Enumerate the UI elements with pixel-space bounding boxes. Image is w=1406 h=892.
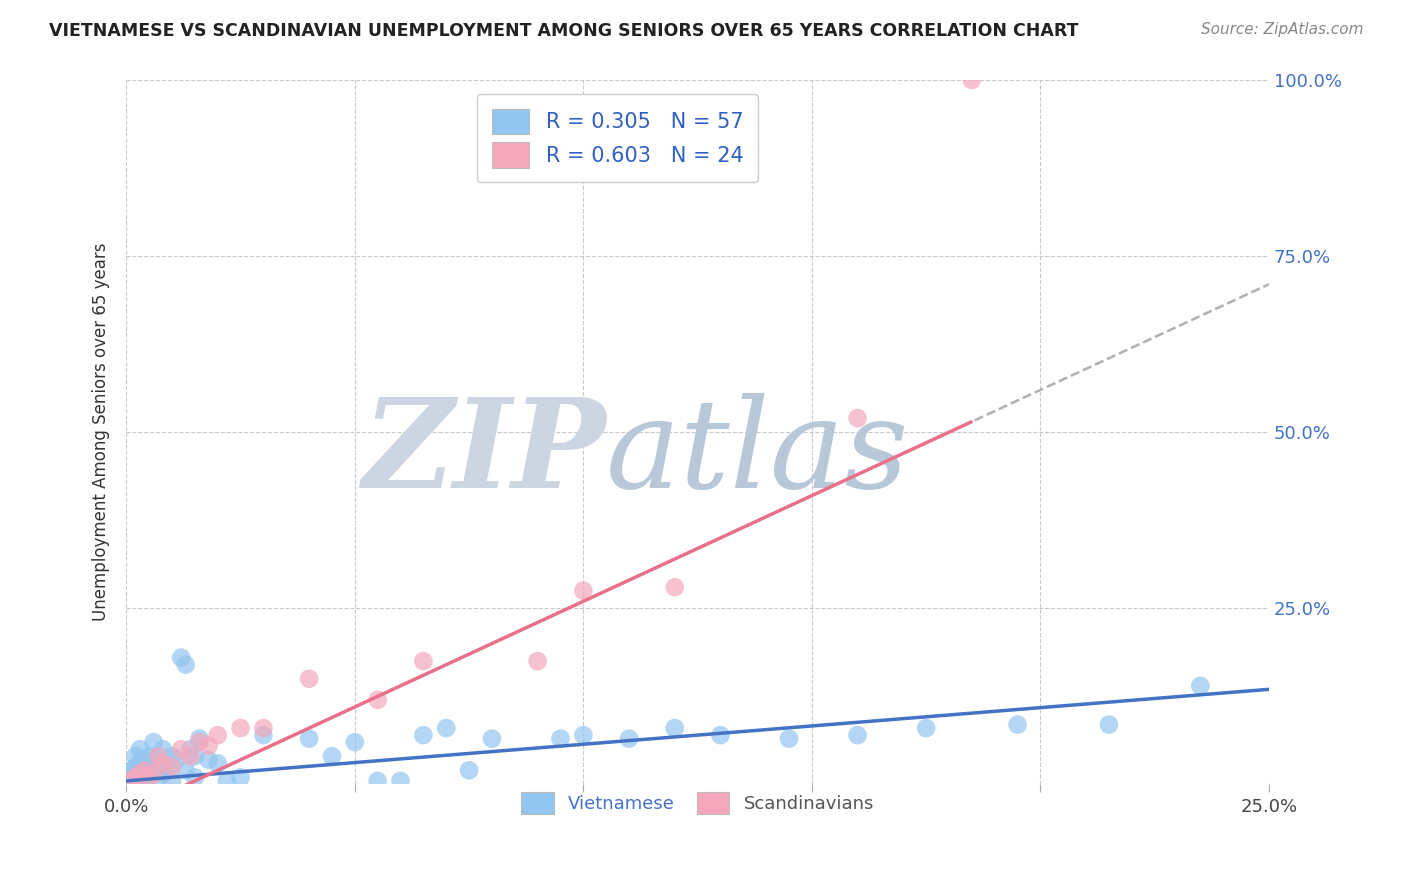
Point — [184, 749, 207, 764]
Point — [166, 753, 188, 767]
Point — [412, 728, 434, 742]
Point — [152, 756, 174, 771]
Point — [120, 771, 142, 785]
Point — [960, 73, 983, 87]
Point — [389, 773, 412, 788]
Point — [138, 764, 160, 778]
Point — [481, 731, 503, 746]
Point — [138, 749, 160, 764]
Point — [174, 657, 197, 672]
Point — [174, 764, 197, 778]
Point — [526, 654, 548, 668]
Point — [160, 760, 183, 774]
Point — [129, 771, 152, 785]
Point — [152, 742, 174, 756]
Point — [124, 760, 146, 774]
Point — [170, 742, 193, 756]
Point — [572, 728, 595, 742]
Point — [367, 773, 389, 788]
Point — [134, 764, 156, 778]
Point — [572, 583, 595, 598]
Point — [1189, 679, 1212, 693]
Point — [160, 749, 183, 764]
Legend: Vietnamese, Scandinavians: Vietnamese, Scandinavians — [510, 781, 884, 825]
Point — [229, 721, 252, 735]
Point — [846, 728, 869, 742]
Point — [134, 773, 156, 788]
Point — [129, 767, 152, 781]
Text: Source: ZipAtlas.com: Source: ZipAtlas.com — [1201, 22, 1364, 37]
Text: ZIP: ZIP — [363, 392, 606, 514]
Point — [915, 721, 938, 735]
Point — [1098, 717, 1121, 731]
Text: atlas: atlas — [606, 392, 910, 514]
Point — [550, 731, 572, 746]
Point — [229, 771, 252, 785]
Point — [252, 721, 274, 735]
Point — [846, 411, 869, 425]
Point — [124, 773, 146, 788]
Point — [148, 749, 170, 764]
Point — [138, 771, 160, 785]
Point — [207, 756, 229, 771]
Point — [124, 749, 146, 764]
Point — [215, 773, 238, 788]
Point — [343, 735, 366, 749]
Point — [148, 749, 170, 764]
Point — [170, 650, 193, 665]
Point — [1007, 717, 1029, 731]
Point — [458, 764, 481, 778]
Point — [617, 731, 640, 746]
Point — [160, 773, 183, 788]
Point — [179, 749, 201, 764]
Point — [664, 580, 686, 594]
Point — [129, 742, 152, 756]
Point — [142, 767, 165, 781]
Point — [179, 742, 201, 756]
Point — [129, 764, 152, 778]
Point — [709, 728, 731, 742]
Point — [207, 728, 229, 742]
Point — [298, 731, 321, 746]
Point — [188, 731, 211, 746]
Point — [138, 771, 160, 785]
Point — [664, 721, 686, 735]
Point — [778, 731, 800, 746]
Point — [142, 735, 165, 749]
Point — [321, 749, 343, 764]
Point — [412, 654, 434, 668]
Point — [252, 728, 274, 742]
Point — [124, 771, 146, 785]
Point — [120, 764, 142, 778]
Point — [148, 771, 170, 785]
Point — [197, 739, 219, 753]
Point — [197, 753, 219, 767]
Point — [134, 753, 156, 767]
Point — [129, 756, 152, 771]
Point — [152, 767, 174, 781]
Point — [184, 771, 207, 785]
Point — [142, 767, 165, 781]
Point — [434, 721, 457, 735]
Point — [156, 764, 179, 778]
Point — [298, 672, 321, 686]
Text: VIETNAMESE VS SCANDINAVIAN UNEMPLOYMENT AMONG SENIORS OVER 65 YEARS CORRELATION : VIETNAMESE VS SCANDINAVIAN UNEMPLOYMENT … — [49, 22, 1078, 40]
Point — [188, 735, 211, 749]
Point — [120, 773, 142, 788]
Y-axis label: Unemployment Among Seniors over 65 years: Unemployment Among Seniors over 65 years — [93, 243, 110, 622]
Point — [367, 693, 389, 707]
Point — [124, 767, 146, 781]
